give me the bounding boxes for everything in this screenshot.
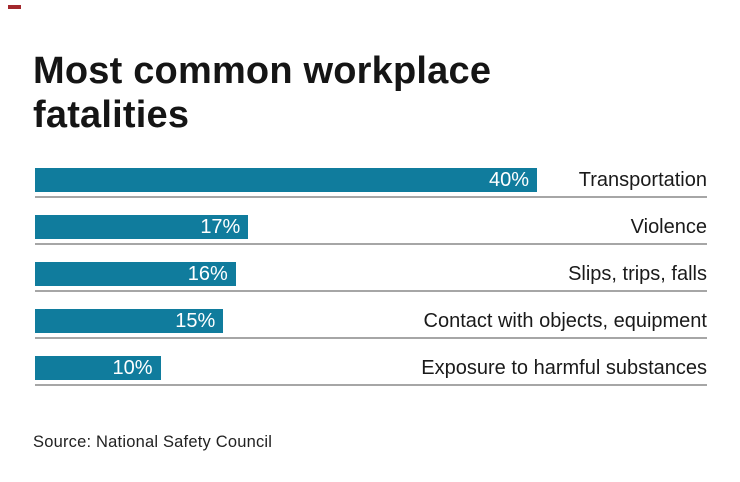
bar-row: 10% Exposure to harmful substances [35, 356, 707, 403]
bar-value-label: 17% [200, 216, 241, 238]
bar-row: 40% Transportation [35, 168, 707, 215]
row-rule [35, 243, 707, 245]
row-rule [35, 290, 707, 292]
source-note: Source: National Safety Council [33, 433, 273, 451]
bar: 17% [35, 215, 249, 239]
bar-value-label: 40% [488, 169, 529, 191]
bar: 40% [35, 168, 537, 192]
row-rule [35, 196, 707, 198]
bar-category-label: Transportation [578, 169, 707, 191]
red-dash-brand-mark-icon [8, 5, 21, 9]
bar: 16% [35, 262, 236, 286]
bar-value-label: 15% [175, 310, 216, 332]
bar-category-label: Slips, trips, falls [568, 263, 707, 285]
bar: 10% [35, 356, 161, 380]
row-rule [35, 337, 707, 339]
bar-row: 16% Slips, trips, falls [35, 262, 707, 309]
bar-row: 15% Contact with objects, equipment [35, 309, 707, 356]
row-rule [35, 384, 707, 386]
bar-value-label: 10% [112, 357, 153, 379]
bar-value-label: 16% [187, 263, 228, 285]
bar-row: 17% Violence [35, 215, 707, 262]
bar-category-label: Contact with objects, equipment [423, 310, 708, 332]
bar-category-label: Exposure to harmful substances [421, 357, 707, 379]
bar-rows: 40% Transportation 17% Violence 16% Slips, tr… [35, 168, 707, 403]
chart-title: Most common workplace fatalities [33, 50, 492, 137]
bar: 15% [35, 309, 224, 333]
bar-category-label: Violence [630, 216, 707, 238]
